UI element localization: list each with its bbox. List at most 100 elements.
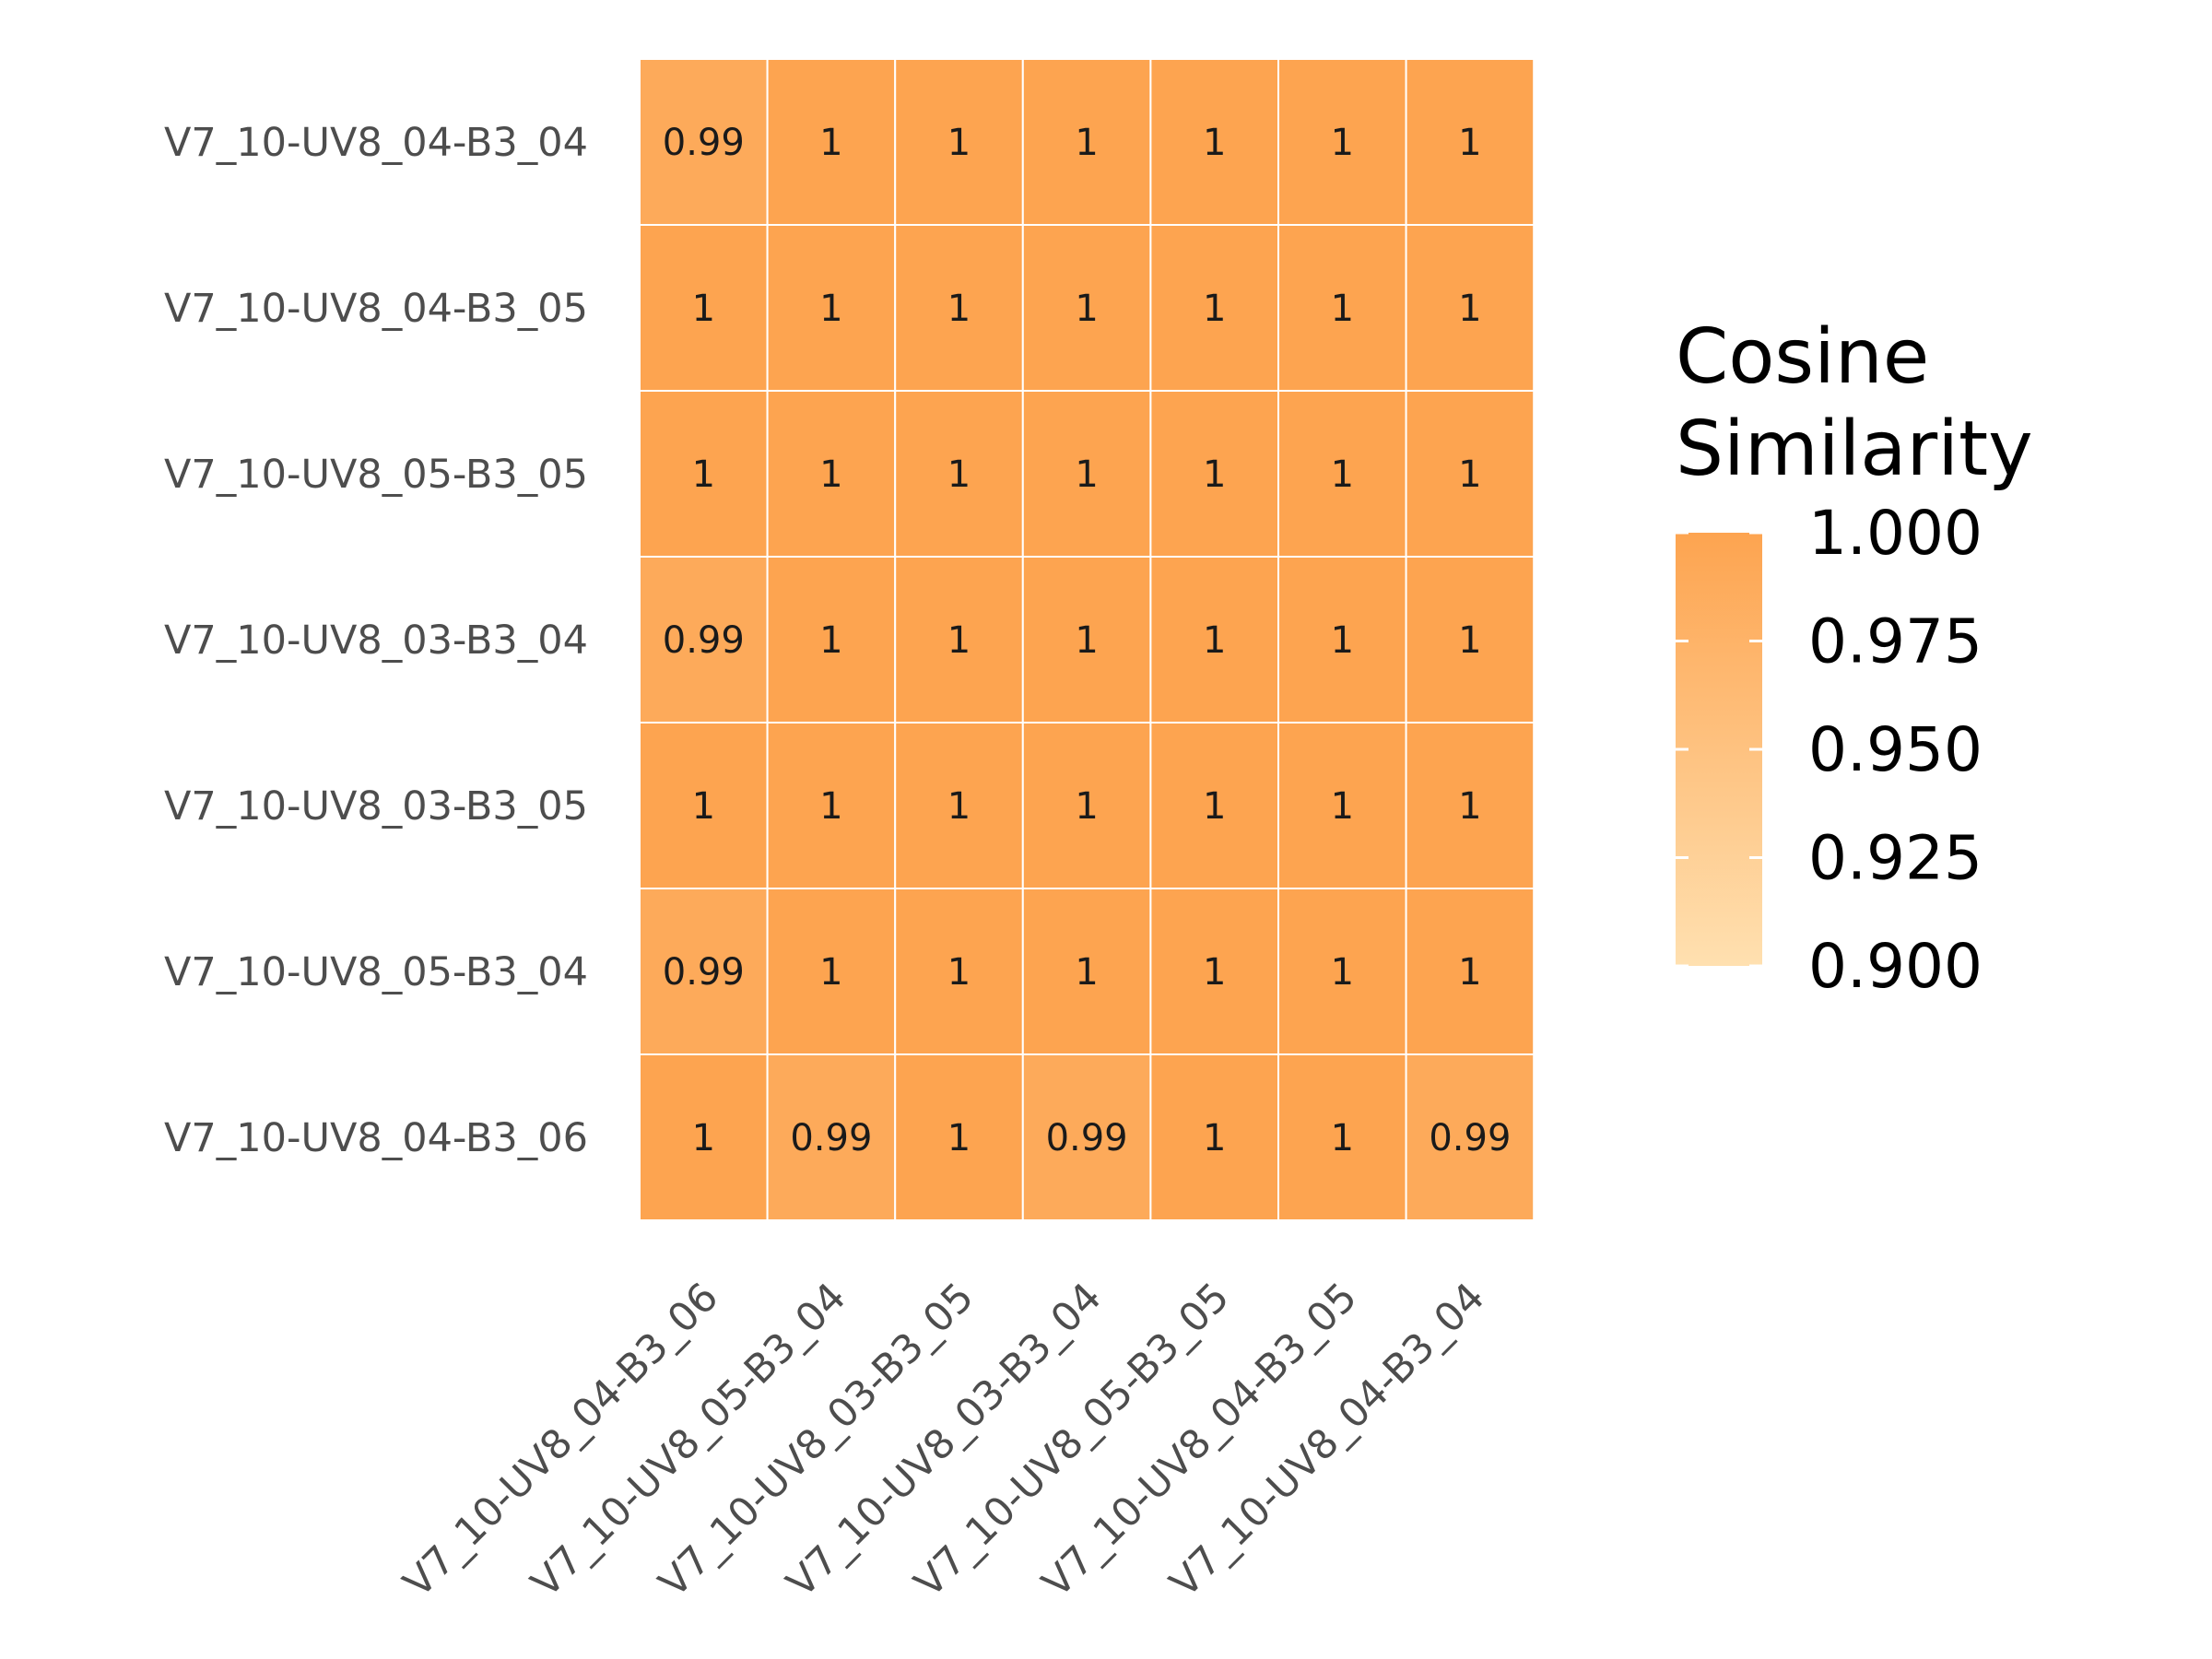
heatmap-cell [1149, 58, 1280, 226]
heatmap-cell [894, 722, 1024, 889]
heatmap-cell [1149, 390, 1280, 558]
heatmap-cell [1405, 888, 1535, 1055]
heatmap-cell [639, 224, 769, 392]
cell-value-label: 0.99 [1429, 1117, 1511, 1159]
row-label: V7_10-UV8_05-B3_05 [164, 452, 588, 498]
legend-title-line-2: Similarity [1676, 406, 2033, 493]
cell-value-label: 1 [1331, 122, 1354, 164]
legend-tick-label: 0.950 [1808, 714, 1983, 785]
row-label: V7_10-UV8_04-B3_04 [164, 120, 588, 166]
heatmap-cell-labels: 0.99 1 1 1 1 1 1 1 1 1 1 1 1 1 1 1 1 1 1 1 1 0.99 1 1 1 1 1 1 1 1 1 1 1 1… [663, 122, 1512, 1159]
cell-value-label: 1 [947, 122, 971, 164]
cell-value-label: 1 [692, 288, 715, 330]
cell-value-label: 1 [1458, 453, 1481, 496]
cell-value-label: 1 [819, 951, 842, 994]
cell-value-label: 0.99 [663, 122, 745, 164]
cell-value-label: 1 [819, 619, 842, 662]
cell-value-label: 1 [947, 453, 971, 496]
cell-value-label: 1 [947, 619, 971, 662]
heatmap-cell [639, 556, 769, 724]
cell-value-label: 0.99 [663, 619, 745, 662]
heatmap-cell [894, 390, 1024, 558]
color-legend: Cosine Similarity 1.000 0.975 0.950 0.925 0.… [1676, 313, 2033, 1002]
cell-value-label: 1 [1458, 288, 1481, 330]
heatmap-cell [1405, 722, 1535, 889]
heatmap-cell [1277, 58, 1407, 226]
legend-colorbar [1676, 533, 1762, 966]
heatmap-cell [1149, 888, 1280, 1055]
heatmap-cell [894, 888, 1024, 1055]
heatmap-cell [639, 722, 769, 889]
cell-value-label: 1 [1203, 1117, 1226, 1159]
cell-value-label: 0.99 [790, 1117, 872, 1159]
cell-value-label: 1 [1331, 453, 1354, 496]
heatmap-cell [766, 888, 897, 1055]
heatmap-cell [766, 556, 897, 724]
heatmap-cell [1021, 390, 1152, 558]
heatmap-cell [1405, 390, 1535, 558]
cell-value-label: 1 [1075, 951, 1098, 994]
heatmap-cell [1149, 1053, 1280, 1221]
cell-value-label: 1 [819, 453, 842, 496]
cell-value-label: 0.99 [1046, 1117, 1128, 1159]
cell-value-label: 1 [1075, 453, 1098, 496]
heatmap-cell [1021, 1053, 1152, 1221]
heatmap-cell [1405, 556, 1535, 724]
cell-value-label: 1 [1075, 785, 1098, 828]
cell-value-label: 1 [1203, 951, 1226, 994]
column-axis-labels: V7_10-UV8_04-B3_06V7_10-UV8_05-B3_04V7_1… [394, 1274, 1493, 1606]
legend-tick-label: 0.900 [1808, 931, 1983, 1002]
cell-value-label: 1 [947, 951, 971, 994]
heatmap-cell [1277, 556, 1407, 724]
heatmap-cell [1021, 58, 1152, 226]
row-label: V7_10-UV8_05-B3_04 [164, 949, 588, 995]
cell-value-label: 1 [1203, 122, 1226, 164]
cell-value-label: 1 [1203, 453, 1226, 496]
cell-value-label: 1 [1458, 619, 1481, 662]
cell-value-label: 1 [947, 1117, 971, 1159]
heatmap-cell [1405, 224, 1535, 392]
heatmap-cell [1021, 888, 1152, 1055]
heatmap-cell [894, 224, 1024, 392]
cell-value-label: 1 [1075, 619, 1098, 662]
legend-title-line-1: Cosine [1676, 313, 1929, 401]
cell-value-label: 1 [692, 1117, 715, 1159]
cell-value-label: 1 [692, 785, 715, 828]
cell-value-label: 1 [819, 288, 842, 330]
cell-value-label: 1 [1075, 288, 1098, 330]
heatmap-cell [1277, 224, 1407, 392]
heatmap-cell [766, 58, 897, 226]
row-label: V7_10-UV8_03-B3_05 [164, 783, 588, 830]
cell-value-label: 1 [819, 122, 842, 164]
legend-tick-label: 1.000 [1808, 498, 1983, 569]
cell-value-label: 1 [1458, 122, 1481, 164]
heatmap-cell [766, 390, 897, 558]
heatmap-cell [1277, 1053, 1407, 1221]
heatmap-cell [1021, 556, 1152, 724]
heatmap-cell [639, 1053, 769, 1221]
cell-value-label: 1 [1331, 619, 1354, 662]
cell-value-label: 0.99 [663, 951, 745, 994]
heatmap-cell [1149, 224, 1280, 392]
cell-value-label: 1 [947, 288, 971, 330]
cell-value-label: 1 [1331, 951, 1354, 994]
row-axis-labels: V7_10-UV8_04-B3_04 V7_10-UV8_04-B3_05 V7_1… [164, 120, 588, 1161]
cell-value-label: 1 [1203, 288, 1226, 330]
legend-tick-label: 0.925 [1808, 823, 1983, 894]
heatmap-cell [639, 58, 769, 226]
heatmap-cell [894, 1053, 1024, 1221]
cell-value-label: 1 [1203, 785, 1226, 828]
legend-tick-label: 0.975 [1808, 606, 1983, 677]
heatmap-cell [639, 888, 769, 1055]
legend-ticks: 1.000 0.975 0.950 0.925 0.900 [1676, 498, 1983, 1002]
row-label: V7_10-UV8_03-B3_04 [164, 618, 588, 664]
heatmap-cell [1405, 1053, 1535, 1221]
cell-value-label: 1 [1458, 951, 1481, 994]
cell-value-label: 1 [1331, 288, 1354, 330]
row-label: V7_10-UV8_04-B3_05 [164, 286, 588, 332]
cell-value-label: 1 [1458, 785, 1481, 828]
cell-value-label: 1 [1075, 122, 1098, 164]
cell-value-label: 1 [692, 453, 715, 496]
cell-value-label: 1 [819, 785, 842, 828]
